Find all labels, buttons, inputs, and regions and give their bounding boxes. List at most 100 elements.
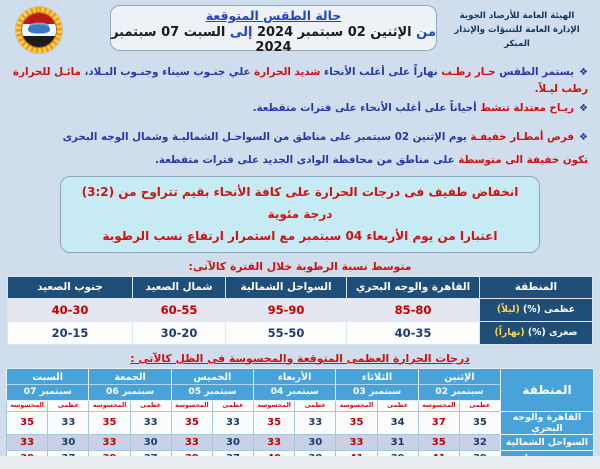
bullet-text-segment: على مناطق من محافظة الوادى الجديد على فت…	[154, 153, 455, 166]
temps-day-name: الثلاثاء	[336, 371, 418, 385]
temps-day-name: الخميس	[171, 371, 254, 385]
temps-day-header: الخميس 05 سبتمبر	[170, 367, 255, 401]
cloud-icon	[28, 24, 50, 34]
org-name-line1: الهيئة العامة للأرصاد الجوية	[459, 11, 575, 21]
temps-sub-feels: المحسوسة	[5, 399, 49, 412]
temps-sub-max: عظمى	[376, 399, 419, 412]
temps-sub-max: عظمى	[294, 399, 337, 412]
temps-sub-feels: المحسوسة	[88, 399, 131, 412]
temps-feels-value: 33	[5, 433, 49, 452]
temps-day-name: الجمعة	[89, 371, 171, 385]
temps-max-value: 35	[458, 410, 502, 435]
bottom-strip	[0, 456, 600, 469]
humidity-value: 95-90	[225, 297, 347, 322]
humidity-region-header: المنطقة	[479, 275, 593, 299]
egypt-flag-emblem-icon	[21, 12, 57, 48]
period-from-label: من	[411, 25, 436, 40]
temps-day-date: 03 سبتمبر	[352, 385, 402, 397]
humidity-column-header: جنوب الصعيد	[7, 275, 133, 299]
temps-max-value: 33	[129, 410, 172, 435]
bullet-text-segment: ريـاح معتدلة تنشط	[476, 102, 575, 115]
temps-feels-value: 33	[335, 433, 378, 452]
temps-day-date: 04 سبتمبر	[270, 385, 319, 397]
report-title: حالة الطقس المتوقعة	[205, 8, 342, 23]
temps-day-header: السبت 07 سبتمبر	[5, 367, 90, 401]
report-header: الهيئة العامة للأرصاد الجوية الإدارة الع…	[0, 0, 600, 56]
temps-day-header: الجمعة 06 سبتمبر	[88, 367, 172, 401]
temps-max-value: 30	[129, 433, 172, 452]
temps-day-name: الإثنين	[418, 371, 500, 385]
temps-day-header-row: المنطقة الإثنين 02 سبتمبر الثلاثاء 03 سبتمبر…	[5, 367, 594, 412]
temperature-title: درجات الحرارة العظمى المتوقعة والمحسوسة …	[130, 351, 470, 365]
temps-region-header: المنطقة	[500, 367, 594, 412]
report-period: من الإثنين 02 سبتمبر 2024 إلى السبت 07 س…	[111, 25, 436, 55]
temps-day-date: 07 سبتمبر	[23, 385, 72, 397]
humidity-value: 30-20	[132, 320, 226, 345]
temps-max-value: 30	[294, 433, 337, 452]
temps-sub-feels: المحسوسة	[253, 399, 296, 412]
humidity-value: 40-35	[346, 320, 480, 345]
humidity-row-label: صغرى (%) (نهاراً)	[479, 320, 593, 345]
temps-max-value: 33	[47, 410, 90, 435]
temps-max-value: 31	[376, 433, 419, 452]
temps-sub-feels: المحسوسة	[417, 399, 460, 412]
temps-feels-value: 35	[5, 410, 49, 435]
bullet-text-segment: يوم الإثنين 02 سبتمبر على مناطق من السوا…	[62, 131, 467, 144]
temps-feels-value: 33	[170, 433, 213, 452]
temps-max-value: 33	[294, 410, 337, 435]
temps-day-date: 06 سبتمبر	[106, 385, 155, 397]
temps-region-row: القاهرة والوجه البحري 35 37 34 35 33 35 33 35 33 3…	[5, 410, 594, 435]
bullet-item: ❖ يستمر الطقس حـار رطـب نهاراً على أغلب ا…	[10, 64, 588, 97]
bullet-text-segment: أحياناً على أغلب الأنحاء على فترات متقطع…	[252, 102, 477, 115]
org-name: الهيئة العامة للأرصاد الجوية الإدارة الع…	[442, 10, 592, 51]
temps-feels-value: 35	[253, 410, 296, 435]
humidity-row-label-main: عظمى (%)	[519, 304, 576, 316]
bullet-item: ❖ ريـاح معتدلة تنشط أحياناً على أغلب الأن…	[10, 100, 588, 117]
temps-sub-feels: المحسوسة	[170, 399, 213, 412]
temps-day-header: الأربعاء 04 سبتمبر	[253, 367, 337, 401]
temps-day-date: 05 سبتمبر	[188, 385, 237, 397]
humidity-value: 85-80	[346, 297, 480, 322]
humidity-column-header: السواحل الشمالية	[225, 275, 347, 299]
bullet-text-segment: يستمر الطقس	[495, 66, 575, 78]
bullet-item: ❖ فرص أمطـار خفيفـة يوم الإثنين 02 سبتمبر…	[10, 126, 588, 171]
temps-sub-max: عظمى	[129, 399, 172, 412]
temps-sub-feels: المحسوسة	[335, 399, 378, 412]
humidity-header-row: المنطقة القاهرة والوجه البحري السواحل الشم…	[7, 275, 593, 299]
humidity-column-header: القاهرة والوجه البحري	[346, 275, 480, 299]
humidity-column-header: شمال الصعيد	[132, 275, 226, 299]
temps-feels-value: 37	[417, 410, 460, 435]
bullet-text-segment: علي جنـوب سيناء وجنـوب البـلاد،	[80, 66, 251, 78]
temps-day-header: الثلاثاء 03 سبتمبر	[335, 367, 419, 401]
bullet-text-segment: مائـل للحرارة رطب ليـلاً.	[13, 66, 588, 95]
humidity-value: 60-55	[132, 297, 226, 322]
humidity-row-label: عظمى (%) (ليلاً)	[479, 297, 593, 322]
temps-max-value: 30	[47, 433, 90, 452]
temps-day-date: 02 سبتمبر	[435, 385, 484, 397]
temps-max-value: 33	[211, 410, 255, 435]
temps-region-label: السواحل الشمالية	[500, 433, 594, 452]
advisory-box: انخفاض طفيف فى درجات الحرارة على كافة ال…	[60, 176, 540, 253]
temperature-table: المنطقة الإثنين 02 سبتمبر الثلاثاء 03 سبتمبر…	[5, 367, 594, 469]
humidity-value: 20-15	[7, 320, 133, 345]
temps-day-name: الأربعاء	[254, 371, 336, 385]
humidity-row-label-paren: (ليلاً)	[496, 304, 520, 316]
temps-max-value: 34	[376, 410, 419, 435]
temps-max-value: 30	[211, 433, 255, 452]
period-to-date: السبت 07 سبتمبر 2024	[111, 25, 292, 55]
org-name-line2: الإدارة العامة للتنبؤات والإنذار المبكر	[454, 24, 580, 49]
humidity-title: متوسط نسبة الرطوبة خلال الفترة كالآتى:	[188, 259, 412, 273]
temps-max-value: 32	[458, 433, 502, 452]
humidity-value: 55-50	[225, 320, 347, 345]
temps-sub-max: عظمى	[458, 399, 502, 412]
temps-day-name: السبت	[7, 371, 89, 385]
temps-sub-max: عظمى	[47, 399, 90, 412]
humidity-row: عظمى (%) (ليلاً) 85-80 95-90 60-55 40-30	[7, 297, 593, 322]
humidity-row-label-paren: (نهاراً)	[494, 327, 525, 339]
bullet-text-segment: فرص أمطـار خفيفـة	[466, 131, 575, 144]
humidity-row-label-main: صغرى (%)	[524, 327, 578, 339]
temps-feels-value: 35	[417, 433, 460, 452]
period-to-label: إلى	[225, 25, 253, 40]
bullet-text-segment: نهاراً على أغلب الأنحاء	[320, 66, 438, 78]
advisory-line2: اعتبارا من يوم الأربعاء 04 سبتمبر مع است…	[102, 229, 498, 244]
